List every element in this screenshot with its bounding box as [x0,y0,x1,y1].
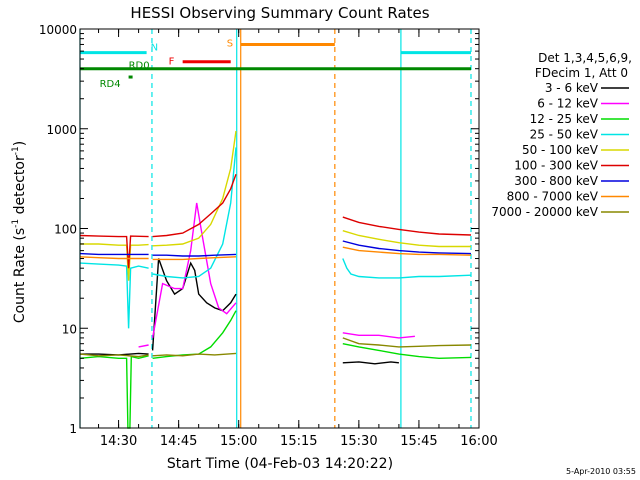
flag-label: RD4 [100,79,121,90]
x-tick-label: 14:30 [100,434,137,449]
x-tick-label: 16:00 [460,434,497,449]
y-tick-label: 1 [69,422,77,436]
series-line [79,234,149,269]
y-tick-label: 1000 [46,123,77,137]
x-tick-label: 15:45 [400,434,437,449]
series-line [151,202,237,339]
series-lines [79,130,472,429]
x-axis-label: Start Time (04-Feb-03 14:20:22) [167,456,393,472]
y-tick-label: 10000 [39,23,77,37]
y-tick-label: 10 [62,322,77,336]
series-line [152,310,237,359]
observing-flags: NF S RD0 RD4 [80,38,471,90]
series-line [342,246,472,256]
y-axis-label-part: ) [12,141,28,146]
legend-entry-label: 800 - 7000 keV [507,190,599,204]
series-line [79,262,149,329]
legend-entry-label: 300 - 800 keV [514,174,598,188]
legend-title-line-1: Det 1,3,4,5,6,9, [538,51,632,65]
series-line [79,256,149,260]
series-line [152,256,237,261]
legend-entry-label: 25 - 50 keV [530,128,599,142]
series-line [79,355,149,429]
x-tick-label: 15:00 [220,434,257,449]
plot-frame [79,28,480,429]
series-line [152,253,237,257]
y-axis-label-sup: -1 [11,146,21,155]
series-line [151,258,237,351]
legend-entry-label: 6 - 12 keV [537,97,599,111]
x-tick-label: 14:45 [160,434,197,449]
series-line [342,240,472,255]
y-axis-label: Count Rate (s-1 detector-1) [11,141,28,323]
legend-entry-label: 3 - 6 keV [545,81,599,95]
flag-label: F [169,57,175,68]
series-line [138,344,149,348]
series-line [342,258,472,279]
series-line [342,337,472,348]
y-axis-label-part: Count Rate (s [12,228,28,323]
legend-entry-label: 50 - 100 keV [522,143,599,157]
series-line [342,216,472,236]
y-tick-label: 100 [54,223,77,237]
chart-title: HESSI Observing Summary Count Rates [130,4,429,22]
flag-label: N [151,43,158,54]
x-tick-label: 15:30 [340,434,377,449]
series-line [342,230,471,248]
series-line [80,243,149,281]
flag-label: S [227,38,233,49]
legend-entry-label: 100 - 300 keV [514,159,598,173]
x-tick-label: 15:15 [280,434,317,449]
series-line [152,173,237,238]
y-axis-label-sup: -1 [11,219,21,228]
y-axis-label-part: detector [12,155,28,219]
series-line [79,353,149,358]
series-line [152,147,237,279]
flag-label: RD0 [129,61,150,72]
legend-title-line-2: FDecim 1, Att 0 [535,66,628,80]
legend-entry-label: 7000 - 20000 keV [491,205,598,219]
series-line [342,343,472,360]
series-line [152,352,237,357]
series-line [342,332,415,339]
series-line [152,130,237,247]
timestamp: 5-Apr-2010 03:55 [566,467,636,476]
legend: Det 1,3,4,5,6,9, FDecim 1, Att 0 3 - 6 k… [491,51,632,219]
legend-entry-label: 12 - 25 keV [530,112,599,126]
series-line [79,252,149,256]
time-markers [79,29,472,428]
series-line [342,361,399,365]
axes: 1 10 100 1000 10000 14:30 14:45 15:00 15:15 15:30… [39,23,498,449]
